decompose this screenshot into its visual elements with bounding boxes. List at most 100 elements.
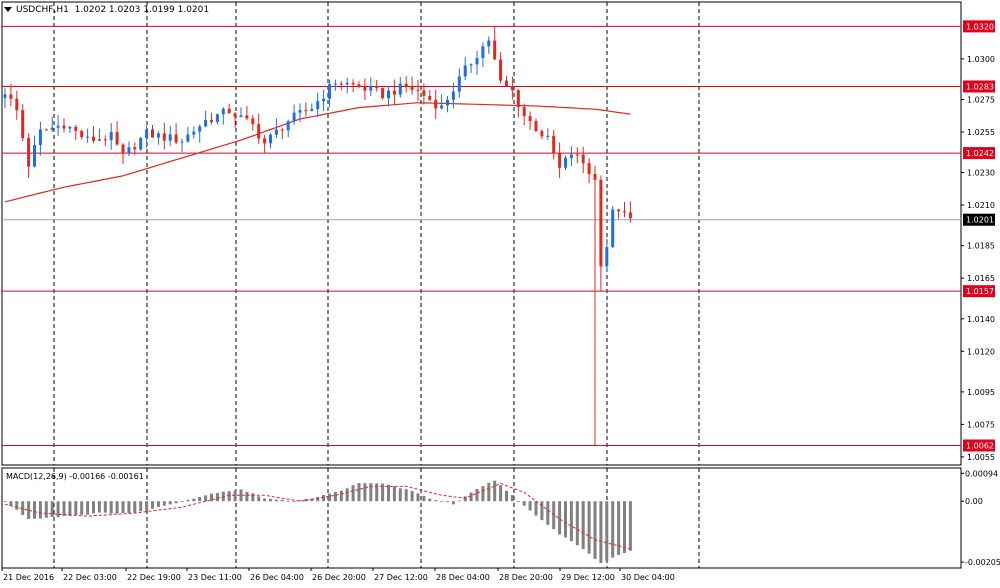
time-tick-label: 29 Dec 12:00 — [561, 573, 615, 582]
macd-bar — [151, 501, 154, 509]
candle-body — [428, 95, 432, 100]
macd-bar — [357, 483, 361, 502]
macd-bar — [269, 498, 272, 502]
macd-bar — [44, 501, 48, 518]
price-levels[interactable] — [2, 25, 961, 447]
level-tag-label: 1.0320 — [966, 22, 994, 31]
vertical-gridlines — [53, 2, 700, 568]
price-tick-label: 1.0210 — [967, 201, 995, 210]
macd-bar — [481, 486, 485, 502]
candle-body — [198, 126, 202, 132]
candle-body — [493, 40, 497, 60]
time-tick-label: 22 Dec 19:00 — [127, 573, 181, 582]
macd-bar — [623, 501, 626, 553]
macd-bar — [115, 501, 119, 514]
macd-bar — [109, 501, 113, 514]
candle-body — [44, 129, 48, 131]
candle-body — [80, 130, 84, 137]
macd-signal-line — [4, 482, 631, 550]
macd-bar — [15, 501, 19, 510]
macd-bar — [127, 501, 131, 514]
macd-bar — [351, 485, 355, 502]
candle-body — [280, 129, 284, 131]
time-axis: 21 Dec 2016 22 Dec 03:00 22 Dec 19:00 23 De… — [1, 568, 675, 582]
candle-body — [528, 116, 532, 122]
candle-body — [3, 94, 7, 98]
candle-body — [404, 83, 408, 87]
price-tick-label: 1.0075 — [967, 420, 995, 429]
time-tick-label: 27 Dec 12:00 — [374, 573, 428, 582]
macd-tick-label: -0.00205 — [965, 558, 1000, 567]
level-tag — [963, 285, 995, 298]
candle-body — [351, 82, 355, 85]
candle-body — [145, 129, 149, 139]
macd-bar — [363, 483, 367, 502]
macd-bar — [510, 495, 514, 502]
ohlc-values: 1.0202 1.0203 1.0199 1.0201 — [74, 5, 210, 15]
macd-bar — [446, 501, 449, 503]
macd-bar — [522, 501, 526, 506]
candle-body — [38, 129, 42, 146]
price-tick-label: 1.0095 — [967, 388, 995, 397]
candle-body — [381, 88, 385, 99]
candle-body — [210, 119, 213, 122]
candle-body — [375, 86, 379, 89]
macd-bar — [186, 499, 190, 502]
macd-bar — [86, 501, 90, 515]
macd-bar — [292, 500, 296, 502]
macd-bar — [174, 501, 178, 504]
candle-body — [121, 144, 125, 153]
candle-body — [357, 84, 361, 87]
candle-body — [127, 147, 131, 153]
macd-bar — [387, 484, 390, 502]
macd-bar — [74, 501, 78, 516]
macd-bar — [168, 501, 172, 505]
moving-average-line — [4, 102, 631, 203]
candle-body — [487, 40, 491, 47]
macd-bar — [428, 498, 432, 502]
macd-bar — [162, 501, 166, 506]
macd-bar — [558, 501, 562, 535]
candle-body — [286, 121, 290, 131]
candle-body — [416, 89, 420, 91]
macd-bar — [156, 501, 160, 507]
macd-bar — [617, 501, 621, 555]
candle-body — [151, 129, 154, 138]
macd-bar — [434, 500, 438, 502]
candle-body — [451, 91, 455, 100]
macd-bar — [298, 500, 302, 502]
candle-body — [92, 136, 95, 141]
candle-body — [162, 133, 166, 141]
macd-bar — [97, 501, 101, 513]
dropdown-triangle-icon[interactable] — [4, 7, 12, 12]
candle-body — [239, 115, 243, 117]
candle-body — [298, 110, 302, 113]
macd-bar — [62, 501, 66, 516]
macd-bar — [493, 480, 497, 502]
candle-body — [9, 94, 13, 99]
candle-body — [27, 138, 31, 167]
candle-body — [245, 115, 249, 119]
candle-body — [233, 113, 237, 117]
candle-body — [180, 141, 184, 143]
candle-body — [611, 209, 615, 248]
candle-body — [587, 163, 591, 175]
candle-body — [593, 174, 597, 180]
macd-bar — [599, 501, 603, 563]
time-tick-label: 21 Dec 2016 — [3, 573, 54, 582]
candle-body — [227, 108, 231, 114]
candle-body — [569, 154, 573, 158]
macd-bar — [516, 501, 520, 502]
price-tick-label: 1.0185 — [967, 242, 995, 251]
price-axis: 1.0320 1.0283 1.0242 1.0157 1.0062 1.0201 1.03… — [961, 20, 1000, 567]
macd-bar — [239, 489, 243, 502]
candle-body — [605, 247, 609, 267]
candle-body — [434, 99, 438, 109]
candle-body — [628, 212, 632, 219]
level-tag-label: 1.0242 — [966, 149, 994, 158]
candle-body — [103, 139, 107, 141]
level-tag-label: 1.0062 — [966, 442, 994, 451]
level-tag — [963, 80, 995, 93]
macd-bar — [487, 483, 491, 502]
